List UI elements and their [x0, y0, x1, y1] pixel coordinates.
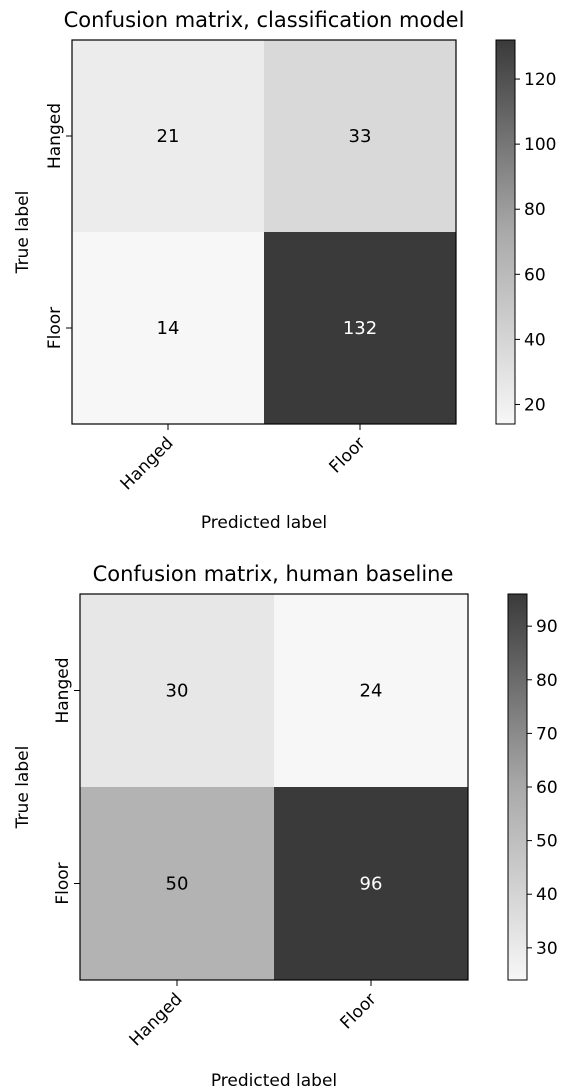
x-tick-label: Hanged: [126, 989, 187, 1050]
colorbar-tick-label: 50: [536, 832, 558, 852]
plot-frame: [71, 39, 457, 425]
colorbar-tick-label: 30: [536, 939, 558, 959]
chart-title: Confusion matrix, classification model: [64, 8, 465, 32]
colorbar-tick-label: 40: [536, 885, 558, 905]
x-tick-label: Floor: [325, 433, 369, 477]
heatmap-cell: [264, 232, 456, 424]
colorbar-tick-label: 80: [524, 200, 546, 220]
x-axis-label: Predicted label: [211, 1071, 337, 1091]
cell-value-label: 24: [360, 681, 383, 702]
cell-value-label: 21: [157, 126, 180, 147]
colorbar-tick-label: 60: [524, 265, 546, 285]
colorbar-tick-label: 120: [524, 70, 556, 90]
colorbar-tick-label: 60: [536, 778, 558, 798]
cell-value-label: 132: [343, 318, 377, 339]
y-axis-label: True label: [13, 191, 33, 275]
y-tick-label: Floor: [45, 307, 65, 349]
chart-title: Confusion matrix, human baseline: [93, 562, 454, 586]
plot-frame: [79, 593, 469, 981]
x-tick-label: Floor: [336, 989, 380, 1033]
y-tick-label: Floor: [53, 862, 73, 904]
colorbar-tick-label: 90: [536, 617, 558, 637]
x-axis-label: Predicted label: [201, 513, 327, 533]
heatmap-cell: [274, 787, 468, 980]
x-tick-label: Hanged: [117, 433, 178, 494]
heatmap-cell: [80, 787, 274, 980]
heatmap-cell: [80, 594, 274, 787]
cell-value-label: 30: [166, 681, 189, 702]
y-tick-label: Hanged: [53, 657, 73, 723]
cell-value-label: 33: [349, 126, 372, 147]
y-tick-label: Hanged: [45, 103, 65, 169]
cell-value-label: 14: [157, 318, 180, 339]
heatmap-cell: [72, 232, 264, 424]
cell-value-label: 96: [360, 874, 383, 895]
heatmap-cell: [72, 40, 264, 232]
y-axis-label: True label: [13, 746, 33, 830]
colorbar-tick-label: 40: [524, 330, 546, 350]
colorbar-tick-label: 80: [536, 671, 558, 691]
heatmap-cell: [264, 40, 456, 232]
colorbar: [495, 39, 516, 425]
confusion-matrix-model: Confusion matrix, classification model 2…: [13, 8, 556, 533]
heatmap-cell: [274, 594, 468, 787]
colorbar: [507, 593, 528, 981]
colorbar-tick-label: 70: [536, 724, 558, 744]
colorbar-tick-label: 100: [524, 135, 556, 155]
confusion-matrix-human: Confusion matrix, human baseline 30 24 50 9…: [13, 562, 558, 1091]
cell-value-label: 50: [166, 874, 189, 895]
colorbar-tick-label: 20: [524, 395, 546, 415]
